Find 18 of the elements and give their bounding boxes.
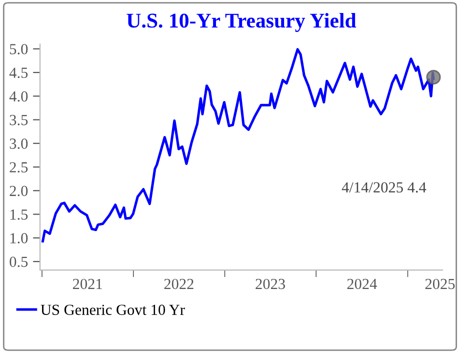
y-tick-label: 2.0	[10, 186, 28, 196]
y-tick-label: 4.5	[9, 68, 28, 78]
x-tick-label: 2025	[425, 278, 455, 290]
x-tick-label: 2023	[256, 278, 285, 290]
annotation: 4/14/2025 4.4	[342, 182, 426, 193]
y-tick-label: 4.0	[9, 91, 28, 102]
x-tick-label: 2024	[347, 278, 377, 290]
chart-title: U.S. 10-Yr Treasury Yield	[126, 13, 356, 32]
x-tick-label: 2021	[72, 278, 102, 290]
y-tick-label: 1.5	[10, 209, 28, 220]
y-tick-label: 3.5	[10, 114, 28, 126]
legend-label: US Generic Govt 10 Yr	[40, 304, 185, 315]
y-tick-label: 1.0	[10, 233, 28, 244]
y-tick-label: 0.5	[10, 256, 28, 268]
y-tick-label: 2.5	[10, 162, 28, 173]
y-tick-label: 5.0	[10, 44, 28, 54]
x-tick-label: 2022	[164, 278, 194, 290]
y-tick-label: 3.0	[10, 138, 28, 149]
